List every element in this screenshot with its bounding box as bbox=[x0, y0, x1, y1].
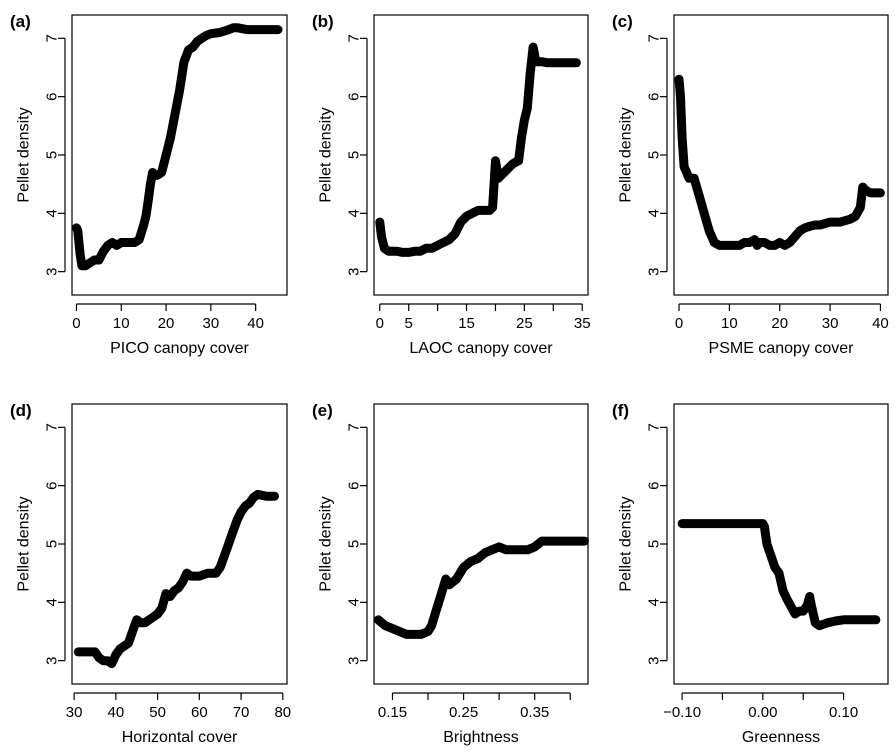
panel-d: (d) 3 4 5 6 7 Pellet density 30 40 50 60 70 80 Horizo… bbox=[10, 401, 291, 746]
y-tick-label: 6 bbox=[44, 481, 61, 489]
y-axis-title: Pellet density bbox=[16, 496, 33, 591]
y-tick-label: 4 bbox=[44, 209, 61, 217]
x-tick-label: 40 bbox=[107, 704, 124, 721]
y-tick-label: 3 bbox=[44, 267, 61, 275]
panel-label: (b) bbox=[312, 12, 334, 31]
y-tick-label: 6 bbox=[646, 92, 663, 100]
x-tick-label: 35 bbox=[574, 315, 591, 332]
y-tick-label: 5 bbox=[346, 151, 363, 159]
x-tick-label: 0 bbox=[675, 315, 683, 332]
plot-frame bbox=[71, 403, 288, 685]
y-tick-label: 5 bbox=[44, 151, 61, 159]
panel-label: (d) bbox=[10, 401, 32, 420]
x-axis-title: Horizontal cover bbox=[122, 729, 238, 746]
x-axis-title: PSME canopy cover bbox=[709, 340, 855, 357]
y-tick-label: 3 bbox=[346, 267, 363, 275]
x-tick-label: 0.10 bbox=[829, 704, 858, 721]
panel-a: (a) 3 4 5 6 7 Pellet density 0 10 20 30 40 PICO cano… bbox=[10, 12, 288, 357]
x-tick-label: 40 bbox=[247, 315, 264, 332]
y-tick-label: 3 bbox=[44, 656, 61, 664]
y-tick-label: 6 bbox=[44, 92, 61, 100]
y-tick-label: 7 bbox=[44, 34, 61, 42]
y-tick-label: 4 bbox=[44, 598, 61, 606]
y-tick-label: 7 bbox=[646, 423, 663, 431]
x-tick-label: 25 bbox=[516, 315, 533, 332]
x-tick-label: 15 bbox=[458, 315, 475, 332]
x-axis-title: LAOC canopy cover bbox=[409, 340, 553, 357]
y-tick-label: 4 bbox=[346, 209, 363, 217]
panel-label: (f) bbox=[612, 401, 629, 420]
x-axis-title: Brightness bbox=[443, 729, 519, 746]
x-tick-label: 10 bbox=[721, 315, 738, 332]
y-tick-label: 5 bbox=[646, 540, 663, 548]
y-tick-label: 7 bbox=[346, 34, 363, 42]
y-axis-title: Pellet density bbox=[318, 496, 335, 591]
panel-label: (e) bbox=[312, 401, 333, 420]
y-tick-label: 3 bbox=[646, 267, 663, 275]
y-axis-title: Pellet density bbox=[16, 107, 33, 202]
panel-f: (f) 3 4 5 6 7 Pellet density −0.10 0.00 0.10 Green… bbox=[612, 401, 889, 746]
x-tick-label: 70 bbox=[233, 704, 250, 721]
y-tick-label: 6 bbox=[646, 481, 663, 489]
x-axis-title: PICO canopy cover bbox=[110, 340, 249, 357]
x-axis-title: Greenness bbox=[742, 729, 820, 746]
data-series-line bbox=[375, 42, 581, 257]
x-tick-label: 5 bbox=[405, 315, 413, 332]
y-tick-label: 7 bbox=[346, 423, 363, 431]
data-series-line bbox=[72, 23, 283, 271]
y-tick-label: 6 bbox=[346, 92, 363, 100]
data-series-line bbox=[674, 74, 885, 250]
x-tick-label: 0.25 bbox=[449, 704, 478, 721]
x-tick-label: 30 bbox=[822, 315, 839, 332]
data-series-line bbox=[373, 536, 589, 639]
x-tick-label: 0 bbox=[72, 315, 80, 332]
x-tick-label: 50 bbox=[149, 704, 166, 721]
y-axis-title: Pellet density bbox=[318, 107, 335, 202]
panel-b: (b) 3 4 5 6 7 Pellet density 0 5 15 25 35 LAOC canop… bbox=[312, 12, 591, 357]
y-axis-title: Pellet density bbox=[618, 496, 635, 591]
x-tick-label: 20 bbox=[771, 315, 788, 332]
x-tick-label: 60 bbox=[191, 704, 208, 721]
data-series-line bbox=[73, 489, 279, 669]
x-tick-label: 0.35 bbox=[520, 704, 549, 721]
x-tick-label: 10 bbox=[113, 315, 130, 332]
y-tick-label: 3 bbox=[346, 656, 363, 664]
x-tick-label: 20 bbox=[158, 315, 175, 332]
panel-c: (c) 3 4 5 6 7 Pellet density 0 10 20 30 40 PSME cano… bbox=[612, 12, 889, 357]
x-tick-label: 0.00 bbox=[748, 704, 777, 721]
plot-frame bbox=[373, 403, 589, 685]
y-tick-label: 7 bbox=[44, 423, 61, 431]
plot-frame bbox=[373, 14, 589, 296]
panel-label: (c) bbox=[612, 12, 633, 31]
x-tick-label: 0.15 bbox=[378, 704, 407, 721]
plot-frame bbox=[673, 403, 889, 685]
y-tick-label: 4 bbox=[346, 598, 363, 606]
panel-label: (a) bbox=[10, 12, 31, 31]
x-tick-label: −0.10 bbox=[663, 704, 701, 721]
x-tick-label: 0 bbox=[376, 315, 384, 332]
x-tick-label: 30 bbox=[66, 704, 83, 721]
y-tick-label: 5 bbox=[346, 540, 363, 548]
y-tick-label: 5 bbox=[44, 540, 61, 548]
y-tick-label: 3 bbox=[646, 656, 663, 664]
y-tick-label: 4 bbox=[646, 209, 663, 217]
y-axis-title: Pellet density bbox=[618, 107, 635, 202]
x-tick-label: 40 bbox=[872, 315, 889, 332]
y-tick-label: 6 bbox=[346, 481, 363, 489]
y-tick-label: 7 bbox=[646, 34, 663, 42]
x-tick-label: 30 bbox=[203, 315, 220, 332]
x-tick-label: 80 bbox=[274, 704, 291, 721]
plot-frame bbox=[71, 14, 288, 296]
panel-e: (e) 3 4 5 6 7 Pellet density 0.15 0.25 0.35Bright… bbox=[312, 401, 589, 746]
plot-frame bbox=[673, 14, 889, 296]
y-tick-label: 5 bbox=[646, 151, 663, 159]
data-series-line bbox=[677, 519, 881, 631]
y-tick-label: 4 bbox=[646, 598, 663, 606]
